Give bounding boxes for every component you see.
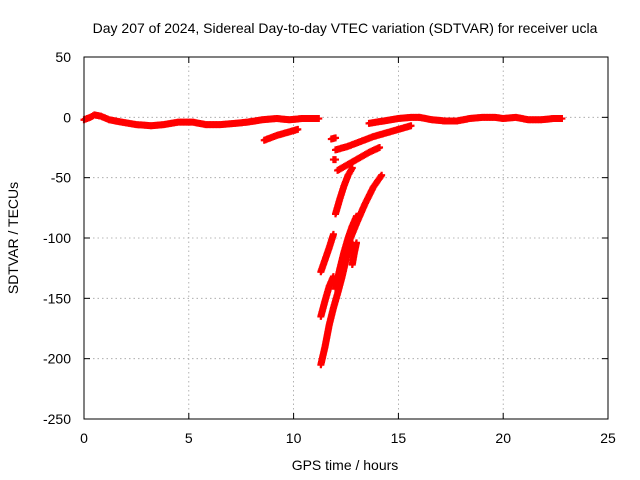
data-point-marker: [294, 125, 302, 133]
data-point-marker: [348, 164, 356, 172]
y-tick-label: -100: [43, 230, 71, 246]
y-tick-label: -200: [43, 351, 71, 367]
y-tick-label: -50: [51, 170, 71, 186]
y-tick-label: -150: [43, 290, 71, 306]
y-tick-label: 0: [63, 109, 71, 125]
y-axis-label: SDTVAR / TECUs: [5, 182, 21, 294]
data-point-marker: [352, 239, 360, 247]
data-point-marker: [329, 230, 337, 238]
y-tick-label: 50: [55, 49, 71, 65]
data-point-marker: [558, 115, 566, 123]
x-tick-label: 20: [495, 430, 511, 446]
chart-title: Day 207 of 2024, Sidereal Day-to-day VTE…: [93, 20, 598, 36]
data-point-marker: [376, 144, 384, 151]
data-point-marker: [332, 156, 340, 164]
x-axis-label: GPS time / hours: [292, 457, 399, 473]
data-points: [80, 111, 566, 369]
x-tick-label: 15: [391, 430, 407, 446]
data-point-marker: [332, 134, 340, 142]
y-tick-label: -250: [43, 411, 71, 427]
x-tick-label: 5: [185, 430, 193, 446]
x-tick-label: 0: [80, 430, 88, 446]
data-point-marker: [315, 115, 323, 123]
data-point-marker: [378, 171, 386, 179]
data-point-marker: [407, 122, 415, 130]
x-tick-label: 10: [286, 430, 302, 446]
x-tick-label: 25: [600, 430, 616, 446]
plot-frame: [83, 56, 609, 420]
